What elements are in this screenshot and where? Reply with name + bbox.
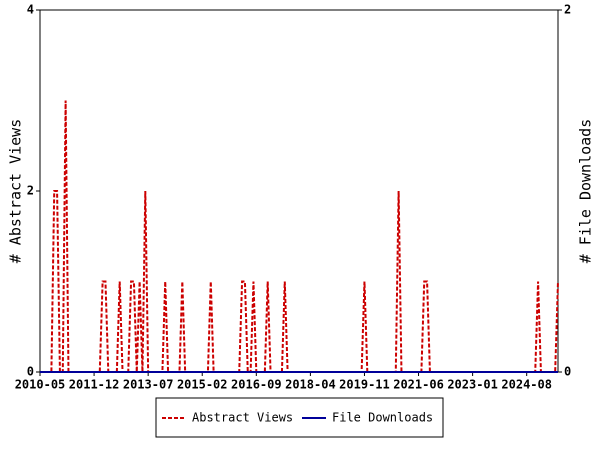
y2-tick-label: 2 [564, 3, 571, 17]
x-tick-label: 2016-09 [231, 378, 282, 392]
x-tick-label: 2023-01 [447, 378, 498, 392]
x-tick-label: 2024-08 [501, 378, 552, 392]
y-tick-label: 0 [27, 365, 34, 379]
x-tick-label: 2015-02 [177, 378, 228, 392]
legend-label: File Downloads [332, 411, 433, 425]
legend-box [155, 397, 444, 438]
x-tick-label: 2013-07 [123, 378, 174, 392]
plot-frame [39, 9, 559, 373]
y-tick-label: 2 [27, 184, 34, 198]
x-tick-label: 2011-12 [69, 378, 120, 392]
x-tick-label: 2019-11 [339, 378, 390, 392]
y-tick-label: 4 [27, 3, 34, 17]
legend-label: Abstract Views [192, 411, 293, 425]
x-tick-label: 2010-05 [15, 378, 66, 392]
y2-tick-label: 0 [564, 365, 571, 379]
x-tick-label: 2018-04 [285, 378, 336, 392]
y2-axis-label: # File Downloads [577, 119, 595, 264]
y-axis-label: # Abstract Views [7, 119, 25, 264]
x-tick-label: 2021-06 [393, 378, 444, 392]
